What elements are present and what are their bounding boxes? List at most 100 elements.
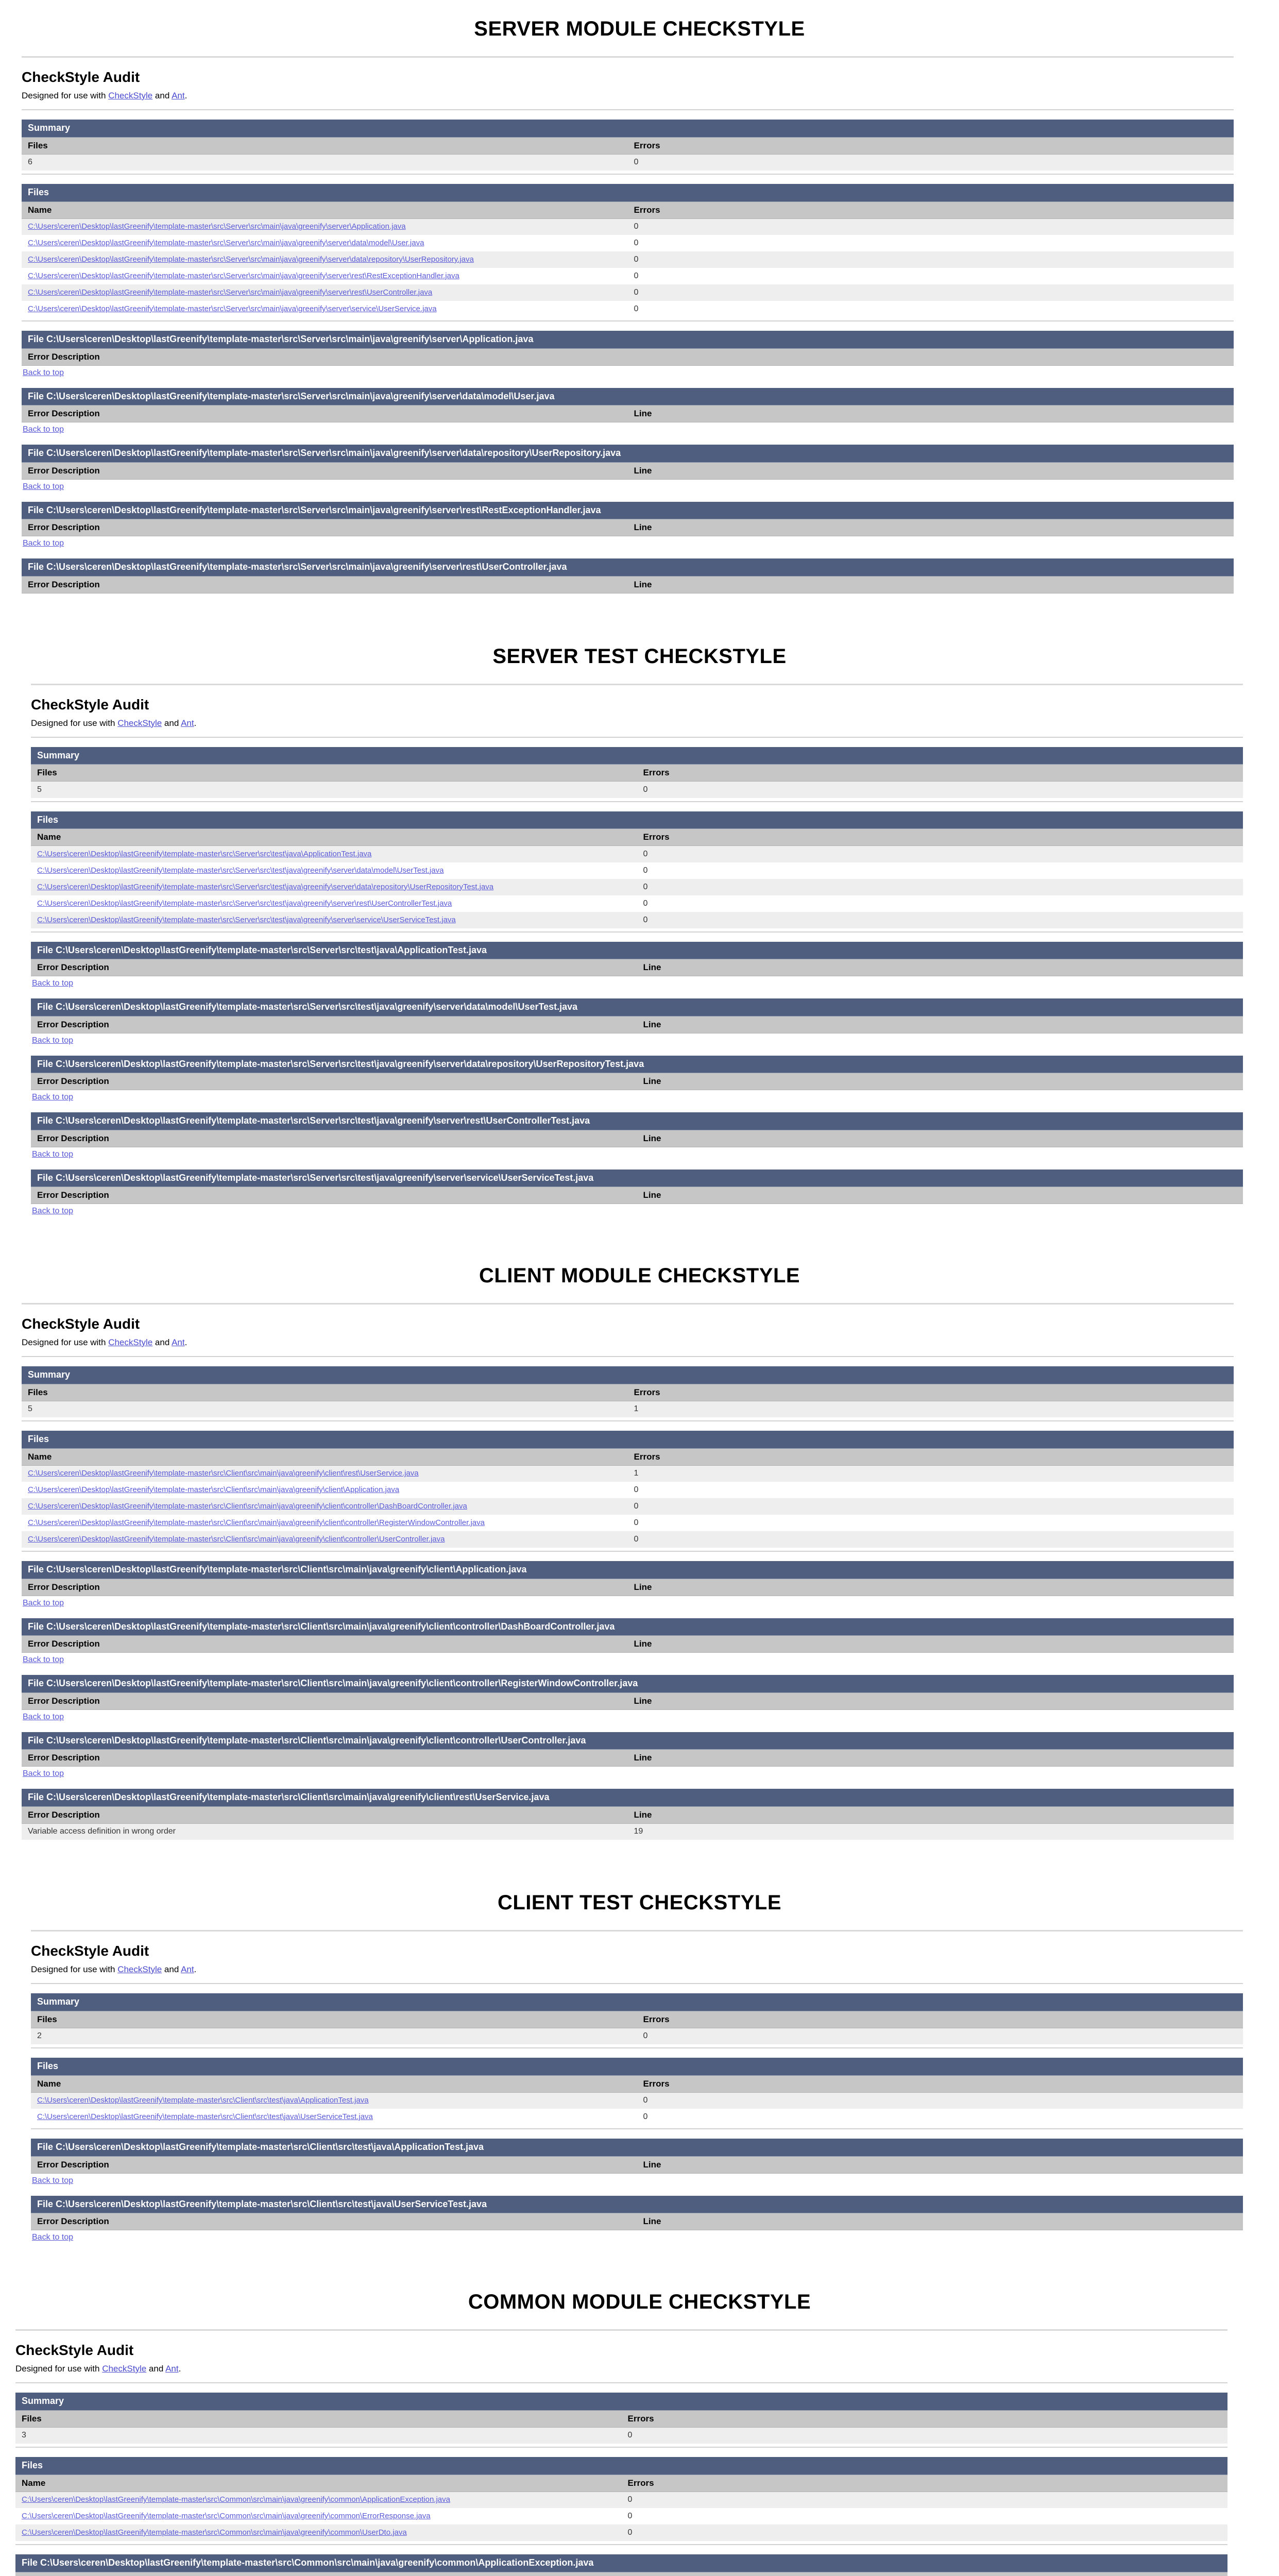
ant-link[interactable]: Ant — [181, 718, 194, 728]
file-detail-path: File C:\Users\ceren\Desktop\lastGreenify… — [31, 1055, 1243, 1073]
file-link[interactable]: C:\Users\ceren\Desktop\lastGreenify\temp… — [22, 2495, 450, 2504]
file-link[interactable]: C:\Users\ceren\Desktop\lastGreenify\temp… — [37, 882, 494, 891]
file-link[interactable]: C:\Users\ceren\Desktop\lastGreenify\temp… — [37, 2096, 369, 2105]
file-detail-group: File C:\Users\ceren\Desktop\lastGreenify… — [22, 1618, 1234, 1665]
file-detail-path: File C:\Users\ceren\Desktop\lastGreenify… — [22, 331, 1234, 349]
file-detail-band-row: File C:\Users\ceren\Desktop\lastGreenify… — [31, 2195, 1243, 2213]
col-error-description: Error Description — [31, 1073, 637, 1090]
file-detail-group: File C:\Users\ceren\Desktop\lastGreenify… — [31, 2139, 1243, 2185]
audit-heading: CheckStyle Audit — [15, 2342, 134, 2358]
file-link[interactable]: C:\Users\ceren\Desktop\lastGreenify\temp… — [37, 2112, 373, 2121]
file-detail-group: File C:\Users\ceren\Desktop\lastGreenify… — [22, 331, 1234, 378]
back-to-top-link[interactable]: Back to top — [32, 1207, 74, 1215]
file-error-count: 0 — [637, 911, 1243, 928]
ant-link[interactable]: Ant — [165, 2364, 179, 2374]
file-name-cell: C:\Users\ceren\Desktop\lastGreenify\temp… — [22, 268, 628, 284]
table-row: C:\Users\ceren\Desktop\lastGreenify\temp… — [15, 2508, 1227, 2524]
file-link[interactable]: C:\Users\ceren\Desktop\lastGreenify\temp… — [28, 255, 474, 264]
ant-link[interactable]: Ant — [172, 91, 185, 100]
checkstyle-link[interactable]: CheckStyle — [108, 91, 153, 100]
back-to-top-link[interactable]: Back to top — [23, 1712, 64, 1721]
file-link[interactable]: C:\Users\ceren\Desktop\lastGreenify\temp… — [22, 2512, 431, 2520]
back-to-top-link[interactable]: Back to top — [23, 425, 64, 434]
back-to-top-link[interactable]: Back to top — [32, 979, 74, 988]
back-to-top-link[interactable]: Back to top — [32, 2233, 74, 2242]
col-line — [627, 348, 1234, 366]
file-link[interactable]: C:\Users\ceren\Desktop\lastGreenify\temp… — [22, 2528, 407, 2537]
file-detail-band-row: File C:\Users\ceren\Desktop\lastGreenify… — [31, 998, 1243, 1016]
table-row: C:\Users\ceren\Desktop\lastGreenify\temp… — [31, 845, 1243, 862]
file-error-count: 0 — [621, 2524, 1227, 2541]
summary-col-errors: Errors — [637, 2011, 1243, 2028]
divider — [15, 2544, 1227, 2545]
file-error-count: 0 — [637, 2092, 1243, 2109]
back-to-top-link[interactable]: Back to top — [23, 1655, 64, 1664]
checkstyle-link[interactable]: CheckStyle — [117, 1964, 162, 1974]
ant-link[interactable]: Ant — [181, 1964, 194, 1974]
back-to-top-link[interactable]: Back to top — [32, 1149, 74, 1159]
file-detail-table: File C:\Users\ceren\Desktop\lastGreenify… — [22, 1789, 1234, 1840]
file-link[interactable]: C:\Users\ceren\Desktop\lastGreenify\temp… — [37, 849, 372, 858]
back-to-top-link[interactable]: Back to top — [32, 2176, 74, 2185]
spacer — [0, 2258, 1279, 2273]
col-error-description: Error Description — [31, 2156, 637, 2174]
divider — [31, 931, 1243, 933]
back-to-top-link[interactable]: Back to top — [32, 1093, 74, 1101]
spacer — [0, 1858, 1279, 1874]
summary-files-count: 5 — [22, 1401, 628, 1417]
table-row: C:\Users\ceren\Desktop\lastGreenify\temp… — [31, 878, 1243, 895]
summary-band-label: Summary — [31, 747, 1243, 765]
file-detail-table: File C:\Users\ceren\Desktop\lastGreenify… — [22, 501, 1234, 536]
file-link[interactable]: C:\Users\ceren\Desktop\lastGreenify\temp… — [28, 239, 424, 247]
file-link[interactable]: C:\Users\ceren\Desktop\lastGreenify\temp… — [37, 915, 456, 924]
file-link[interactable]: C:\Users\ceren\Desktop\lastGreenify\temp… — [28, 222, 406, 231]
file-detail-path: File C:\Users\ceren\Desktop\lastGreenify… — [22, 1675, 1234, 1693]
file-detail-path: File C:\Users\ceren\Desktop\lastGreenify… — [22, 501, 1234, 519]
files-header-row: Name Errors — [15, 2475, 1227, 2492]
file-link[interactable]: C:\Users\ceren\Desktop\lastGreenify\temp… — [28, 304, 437, 313]
col-line: Line — [627, 1635, 1234, 1653]
file-detail-table: File C:\Users\ceren\Desktop\lastGreenify… — [31, 2139, 1243, 2174]
file-link[interactable]: C:\Users\ceren\Desktop\lastGreenify\temp… — [28, 1518, 485, 1527]
summary-table: Summary Files Errors 3 0 — [15, 2393, 1227, 2444]
file-detail-table: File C:\Users\ceren\Desktop\lastGreenify… — [22, 1675, 1234, 1710]
back-to-top-link[interactable]: Back to top — [23, 368, 64, 377]
file-detail-band-row: File C:\Users\ceren\Desktop\lastGreenify… — [31, 2139, 1243, 2157]
checkstyle-link[interactable]: CheckStyle — [108, 1337, 153, 1347]
back-to-top-link[interactable]: Back to top — [23, 1598, 64, 1607]
back-to-top-link[interactable]: Back to top — [23, 482, 64, 491]
spacer — [0, 612, 1279, 628]
file-detail-band-row: File C:\Users\ceren\Desktop\lastGreenify… — [22, 501, 1234, 519]
file-link[interactable]: C:\Users\ceren\Desktop\lastGreenify\temp… — [28, 1502, 467, 1511]
back-to-top-link[interactable]: Back to top — [23, 539, 64, 548]
file-link[interactable]: C:\Users\ceren\Desktop\lastGreenify\temp… — [28, 288, 433, 297]
file-detail-group: File C:\Users\ceren\Desktop\lastGreenify… — [22, 1675, 1234, 1722]
file-link[interactable]: C:\Users\ceren\Desktop\lastGreenify\temp… — [28, 1469, 419, 1478]
file-link[interactable]: C:\Users\ceren\Desktop\lastGreenify\temp… — [37, 866, 444, 875]
file-link[interactable]: C:\Users\ceren\Desktop\lastGreenify\temp… — [37, 899, 452, 908]
table-row: C:\Users\ceren\Desktop\lastGreenify\temp… — [31, 911, 1243, 928]
file-link[interactable]: C:\Users\ceren\Desktop\lastGreenify\temp… — [28, 1535, 445, 1544]
file-link[interactable]: C:\Users\ceren\Desktop\lastGreenify\temp… — [28, 1485, 400, 1494]
table-row: C:\Users\ceren\Desktop\lastGreenify\temp… — [15, 2524, 1227, 2541]
file-error-count: 0 — [637, 878, 1243, 895]
col-error-description: Error Description — [31, 1016, 637, 1033]
file-name-cell: C:\Users\ceren\Desktop\lastGreenify\temp… — [31, 911, 637, 928]
files-band-row: Files — [31, 811, 1243, 829]
summary-table: Summary Files Errors 2 0 — [31, 1993, 1243, 2044]
divider — [22, 320, 1234, 321]
audit-report: CheckStyle Audit Designed for use with Ch… — [31, 1930, 1243, 2258]
back-to-top-link[interactable]: Back to top — [32, 1036, 74, 1045]
file-name-cell: C:\Users\ceren\Desktop\lastGreenify\temp… — [22, 1515, 628, 1531]
ant-link[interactable]: Ant — [172, 1337, 185, 1347]
checkstyle-link[interactable]: CheckStyle — [102, 2364, 147, 2374]
file-link[interactable]: C:\Users\ceren\Desktop\lastGreenify\temp… — [28, 272, 459, 280]
checkstyle-link[interactable]: CheckStyle — [117, 718, 162, 728]
summary-files-count: 2 — [31, 2028, 637, 2044]
back-to-top-link[interactable]: Back to top — [23, 1769, 64, 1778]
